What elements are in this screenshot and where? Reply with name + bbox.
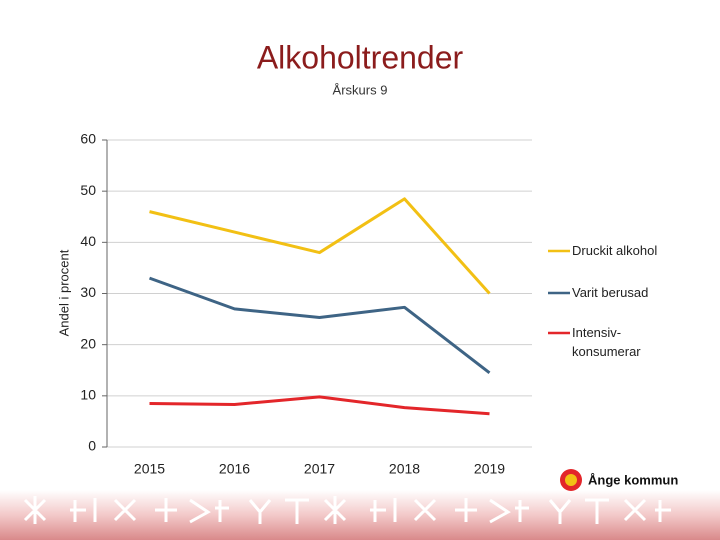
series-line bbox=[149, 395, 490, 416]
legend-label: Druckit alkohol bbox=[572, 243, 658, 258]
series-line bbox=[149, 197, 491, 295]
legend-label: Varit berusad bbox=[572, 285, 649, 300]
chart-title: Alkoholtrender bbox=[257, 39, 464, 75]
y-tick-label: 20 bbox=[80, 335, 96, 351]
chart-subtitle: Årskurs 9 bbox=[333, 82, 388, 97]
logo-icon-center bbox=[565, 474, 577, 486]
x-tick-label: 2019 bbox=[474, 461, 505, 477]
y-tick-label: 30 bbox=[80, 284, 96, 300]
y-tick-label: 10 bbox=[80, 387, 96, 403]
footer-pattern bbox=[23, 496, 671, 524]
y-axis-title: Andel i procent bbox=[56, 249, 71, 336]
legend-label: Intensiv- konsumerar bbox=[572, 325, 641, 359]
logo-text: Ånge kommun bbox=[588, 472, 678, 487]
y-tick-label: 0 bbox=[88, 438, 96, 454]
x-tick-label: 2018 bbox=[389, 461, 420, 477]
x-tick-label: 2017 bbox=[304, 461, 335, 477]
x-tick-label: 2015 bbox=[134, 461, 165, 477]
y-tick-label: 50 bbox=[80, 182, 96, 198]
series-line bbox=[148, 276, 491, 374]
footer-band bbox=[0, 490, 720, 540]
y-tick-label: 40 bbox=[80, 233, 96, 249]
y-tick-label: 60 bbox=[80, 131, 96, 147]
x-tick-label: 2016 bbox=[219, 461, 250, 477]
